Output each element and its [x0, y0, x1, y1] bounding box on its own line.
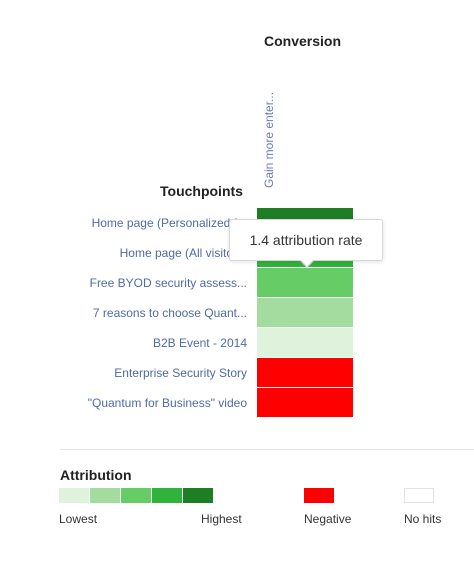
heatmap-cell[interactable] — [257, 388, 353, 418]
scale-swatch — [183, 488, 213, 503]
heatmap-row: "Quantum for Business" video — [0, 388, 474, 418]
row-label[interactable]: 7 reasons to choose Quant... — [92, 306, 247, 320]
divider — [60, 449, 474, 450]
scale-swatch — [152, 488, 182, 503]
attribution-tooltip: 1.4 attribution rate — [229, 219, 383, 261]
heatmap-row: Enterprise Security Story — [0, 358, 474, 388]
legend-highest-label: Highest — [201, 512, 242, 526]
heatmap-cell[interactable] — [257, 358, 353, 388]
scale-swatch — [90, 488, 120, 503]
heatmap-row: 7 reasons to choose Quant... — [0, 298, 474, 328]
row-label[interactable]: Enterprise Security Story — [114, 366, 247, 380]
heatmap-row: B2B Event - 2014 — [0, 328, 474, 358]
row-label[interactable]: Free BYOD security assess... — [89, 276, 247, 290]
row-label[interactable]: "Quantum for Business" video — [87, 396, 247, 410]
row-label[interactable]: Home page (All visitors) — [119, 246, 247, 260]
conversion-title: Conversion — [264, 33, 342, 49]
row-label[interactable]: B2B Event - 2014 — [152, 336, 247, 350]
legend-lowest-label: Lowest — [59, 512, 98, 526]
tooltip-arrow — [300, 259, 314, 266]
legend-negative-label: Negative — [304, 512, 352, 526]
negative-swatch — [304, 488, 334, 503]
heatmap-row: Free BYOD security assess... — [0, 268, 474, 298]
nohits-swatch — [404, 488, 434, 503]
touchpoints-title: Touchpoints — [160, 183, 243, 199]
column-header[interactable]: Gain more enter... — [262, 80, 276, 188]
heatmap-cell[interactable] — [257, 328, 353, 358]
attribution-scale — [59, 488, 214, 503]
legend-nohits-label: No hits — [404, 512, 442, 526]
heatmap-cell[interactable] — [257, 268, 353, 298]
legend-title: Attribution — [60, 467, 132, 483]
column-header-label: Gain more enter... — [262, 91, 276, 188]
scale-swatch — [59, 488, 89, 503]
row-label[interactable]: Home page (Personalized f... — [91, 216, 247, 230]
heatmap-cell[interactable] — [257, 298, 353, 328]
scale-swatch — [121, 488, 151, 503]
